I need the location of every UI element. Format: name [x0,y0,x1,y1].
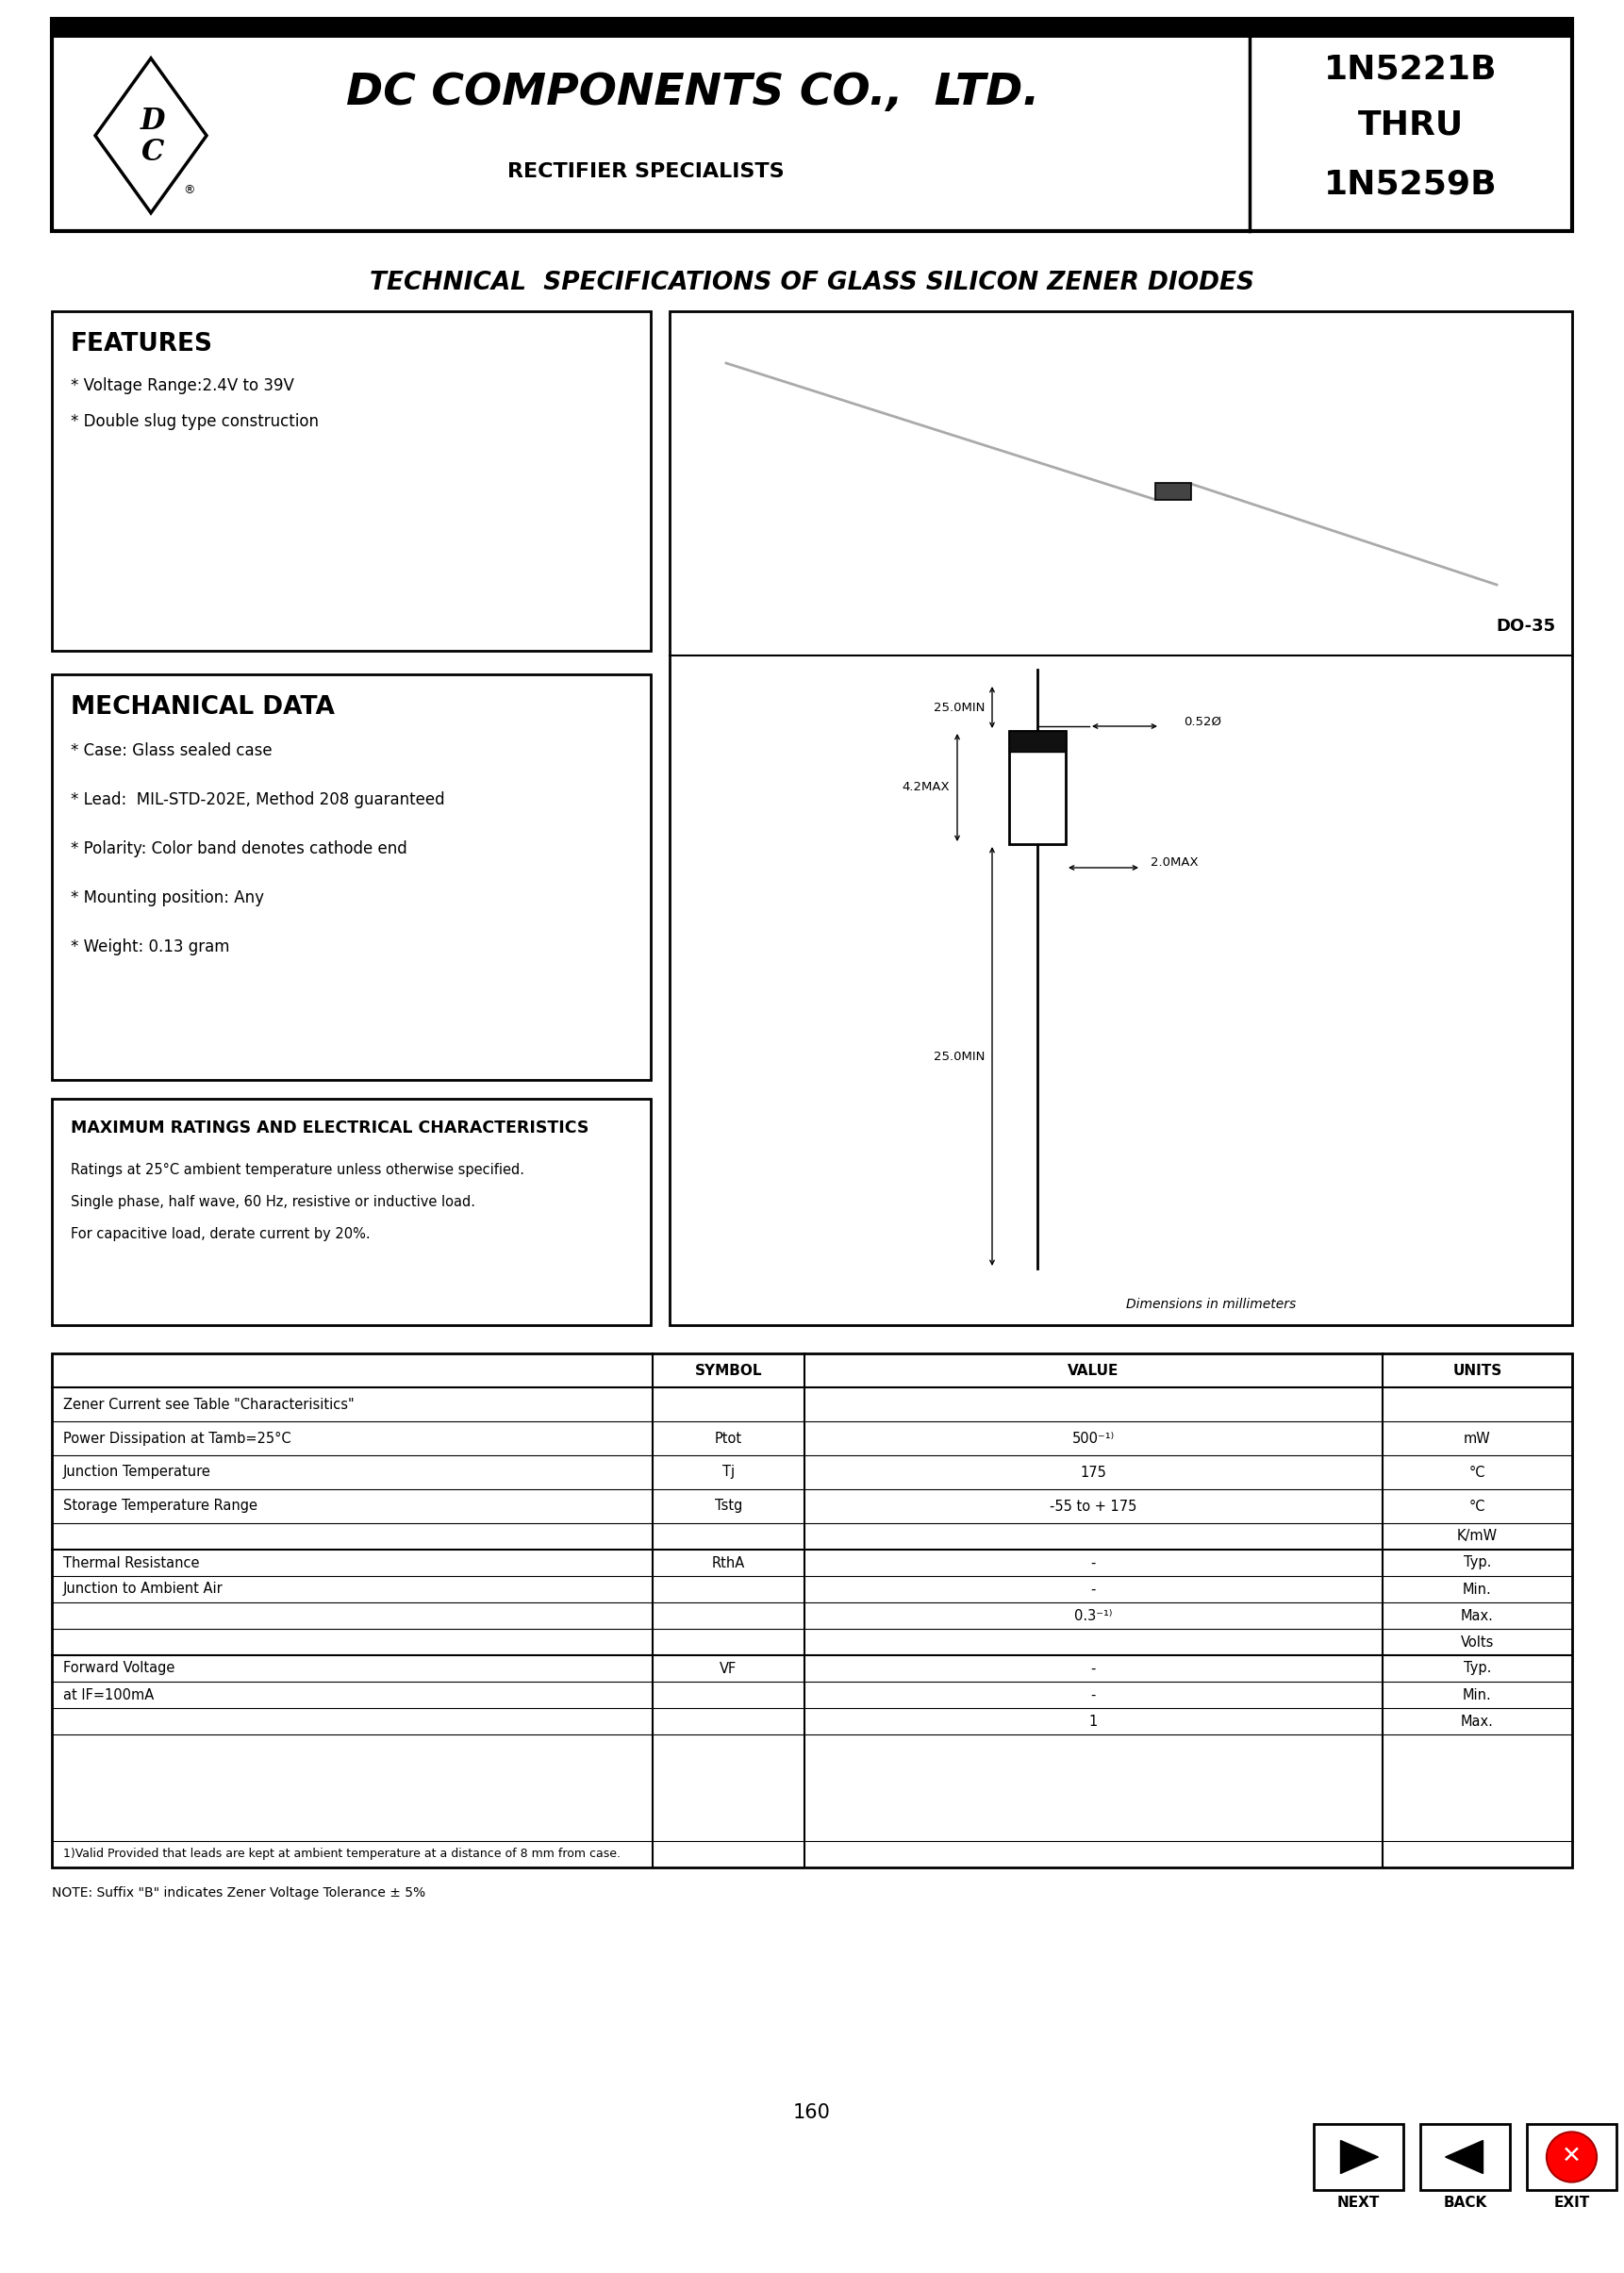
Text: NOTE: Suffix "B" indicates Zener Voltage Tolerance ± 5%: NOTE: Suffix "B" indicates Zener Voltage… [52,1887,425,1900]
Circle shape [1546,2132,1596,2182]
Text: -: - [1091,1555,1096,1571]
Text: * Voltage Range:2.4V to 39V: * Voltage Range:2.4V to 39V [71,377,294,393]
Text: Forward Voltage: Forward Voltage [63,1662,175,1675]
Text: 1)Valid Provided that leads are kept at ambient temperature at a distance of 8 m: 1)Valid Provided that leads are kept at … [63,1848,620,1859]
Bar [52,675,651,1080]
Text: -: - [1091,1662,1096,1675]
Text: 175: 175 [1080,1466,1106,1480]
Text: Tj: Tj [723,1466,734,1480]
Text: 25.0MIN: 25.0MIN [934,1050,984,1061]
Text: TECHNICAL  SPECIFICATIONS OF GLASS SILICON ZENER DIODES: TECHNICAL SPECIFICATIONS OF GLASS SILICO… [370,270,1254,295]
Bar [1155,484,1190,500]
Text: ®: ® [184,184,195,195]
Text: Dimensions in millimeters: Dimensions in millimeters [1125,1298,1296,1312]
Polygon shape [96,59,206,214]
Text: DC COMPONENTS CO.,  LTD.: DC COMPONENTS CO., LTD. [346,73,1039,114]
Text: FEATURES: FEATURES [71,332,213,357]
Text: 1N5259B: 1N5259B [1324,168,1497,200]
Bar [669,311,1572,1325]
Text: RthA: RthA [711,1555,745,1571]
Text: C: C [141,139,164,168]
Text: 0.3⁻¹⁾: 0.3⁻¹⁾ [1073,1609,1112,1623]
Text: -: - [1091,1582,1096,1596]
Text: 25.0MIN: 25.0MIN [934,702,984,714]
Text: Volts: Volts [1460,1634,1494,1650]
Polygon shape [1340,2141,1379,2173]
Text: Storage Temperature Range: Storage Temperature Range [63,1500,258,1514]
Text: EXIT: EXIT [1554,2196,1590,2209]
Text: 4.2MAX: 4.2MAX [901,782,950,793]
Text: Power Dissipation at Tamb=25°C: Power Dissipation at Tamb=25°C [63,1432,291,1446]
Text: Typ.: Typ. [1463,1555,1491,1571]
Bar [1009,732,1065,843]
Polygon shape [1445,2141,1483,2173]
Text: For capacitive load, derate current by 20%.: For capacitive load, derate current by 2… [71,1227,370,1241]
Text: THRU: THRU [1358,109,1463,141]
Text: * Double slug type construction: * Double slug type construction [71,414,318,430]
Bar [1009,732,1065,752]
Text: VF: VF [719,1662,737,1675]
Text: Typ.: Typ. [1463,1662,1491,1675]
Text: 1N5221B: 1N5221B [1324,55,1497,86]
Text: RECTIFIER SPECIALISTS: RECTIFIER SPECIALISTS [508,161,784,182]
Text: Max.: Max. [1460,1714,1494,1727]
Text: °C: °C [1468,1500,1486,1514]
Bar [52,18,1572,232]
Text: VALUE: VALUE [1067,1364,1119,1377]
Text: NEXT: NEXT [1337,2196,1380,2209]
Text: DO-35: DO-35 [1496,618,1556,634]
Text: Max.: Max. [1460,1609,1494,1623]
Bar [1421,2123,1510,2189]
Text: Ratings at 25°C ambient temperature unless otherwise specified.: Ratings at 25°C ambient temperature unle… [71,1164,525,1177]
Bar [1314,2123,1403,2189]
Bar [52,18,1572,39]
Text: 1: 1 [1088,1714,1098,1727]
Text: -55 to + 175: -55 to + 175 [1049,1500,1137,1514]
Text: °C: °C [1468,1466,1486,1480]
Text: mW: mW [1463,1432,1491,1446]
Text: * Polarity: Color band denotes cathode end: * Polarity: Color band denotes cathode e… [71,841,408,857]
Text: Junction Temperature: Junction Temperature [63,1466,211,1480]
Bar [52,1098,651,1325]
Text: Thermal Resistance: Thermal Resistance [63,1555,200,1571]
Text: Junction to Ambient Air: Junction to Ambient Air [63,1582,222,1596]
Text: Tstg: Tstg [715,1500,742,1514]
Text: -: - [1091,1689,1096,1702]
Bar [52,1352,1572,1868]
Text: ✕: ✕ [1562,2146,1582,2168]
Text: 2.0MAX: 2.0MAX [1150,857,1199,868]
Text: * Lead:  MIL-STD-202E, Method 208 guaranteed: * Lead: MIL-STD-202E, Method 208 guarant… [71,791,445,809]
Text: K/mW: K/mW [1457,1530,1497,1543]
Text: SYMBOL: SYMBOL [695,1364,762,1377]
Text: BACK: BACK [1444,2196,1488,2209]
Text: D: D [140,107,166,136]
Text: * Mounting position: Any: * Mounting position: Any [71,889,265,907]
Text: UNITS: UNITS [1452,1364,1502,1377]
Text: MAXIMUM RATINGS AND ELECTRICAL CHARACTERISTICS: MAXIMUM RATINGS AND ELECTRICAL CHARACTER… [71,1121,590,1136]
Text: 500⁻¹⁾: 500⁻¹⁾ [1072,1432,1114,1446]
Text: 0.52Ø: 0.52Ø [1184,716,1221,727]
Text: Ptot: Ptot [715,1432,742,1446]
Bar [52,311,651,650]
Text: MECHANICAL DATA: MECHANICAL DATA [71,696,335,721]
Text: * Case: Glass sealed case: * Case: Glass sealed case [71,743,273,759]
Bar [1527,2123,1616,2189]
Text: at IF=100mA: at IF=100mA [63,1689,154,1702]
Text: Min.: Min. [1463,1582,1491,1596]
Text: * Weight: 0.13 gram: * Weight: 0.13 gram [71,939,229,955]
Text: Min.: Min. [1463,1689,1491,1702]
Text: 160: 160 [793,2103,831,2123]
Text: Single phase, half wave, 60 Hz, resistive or inductive load.: Single phase, half wave, 60 Hz, resistiv… [71,1196,476,1209]
Text: Zener Current see Table "Characterisitics": Zener Current see Table "Characterisitic… [63,1398,354,1412]
